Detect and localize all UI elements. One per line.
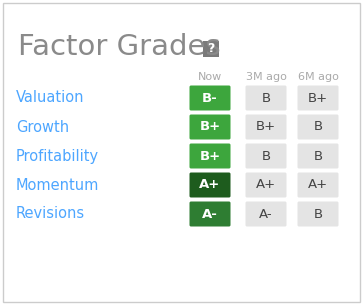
Text: 3M ago: 3M ago xyxy=(245,72,286,82)
Text: A+: A+ xyxy=(256,178,276,192)
Text: B: B xyxy=(313,207,323,221)
Text: B-: B- xyxy=(202,92,218,105)
Text: Revisions: Revisions xyxy=(16,206,85,221)
FancyBboxPatch shape xyxy=(298,202,339,227)
Text: B: B xyxy=(261,149,270,163)
Text: Factor Grades: Factor Grades xyxy=(18,33,221,61)
Text: B: B xyxy=(261,92,270,105)
FancyBboxPatch shape xyxy=(245,114,286,139)
Text: Growth: Growth xyxy=(16,120,69,135)
FancyBboxPatch shape xyxy=(245,202,286,227)
Text: B: B xyxy=(313,149,323,163)
FancyBboxPatch shape xyxy=(189,202,231,227)
Text: B+: B+ xyxy=(308,92,328,105)
FancyBboxPatch shape xyxy=(189,173,231,198)
Text: A+: A+ xyxy=(199,178,221,192)
FancyBboxPatch shape xyxy=(298,85,339,110)
FancyBboxPatch shape xyxy=(298,114,339,139)
FancyBboxPatch shape xyxy=(203,41,219,57)
FancyBboxPatch shape xyxy=(3,3,360,302)
Text: B: B xyxy=(313,120,323,134)
Text: Profitability: Profitability xyxy=(16,149,99,163)
Text: B+: B+ xyxy=(199,149,221,163)
FancyBboxPatch shape xyxy=(245,143,286,168)
FancyBboxPatch shape xyxy=(189,114,231,139)
Text: ?: ? xyxy=(207,42,215,56)
FancyBboxPatch shape xyxy=(245,85,286,110)
FancyBboxPatch shape xyxy=(189,143,231,168)
FancyBboxPatch shape xyxy=(189,85,231,110)
Text: A-: A- xyxy=(202,207,218,221)
FancyBboxPatch shape xyxy=(298,143,339,168)
Text: Valuation: Valuation xyxy=(16,91,85,106)
Text: Now: Now xyxy=(198,72,222,82)
FancyBboxPatch shape xyxy=(245,173,286,198)
Text: A-: A- xyxy=(259,207,273,221)
Text: 6M ago: 6M ago xyxy=(298,72,338,82)
Text: B+: B+ xyxy=(256,120,276,134)
Text: A+: A+ xyxy=(308,178,328,192)
Text: Momentum: Momentum xyxy=(16,178,99,192)
Text: B+: B+ xyxy=(199,120,221,134)
FancyBboxPatch shape xyxy=(298,173,339,198)
